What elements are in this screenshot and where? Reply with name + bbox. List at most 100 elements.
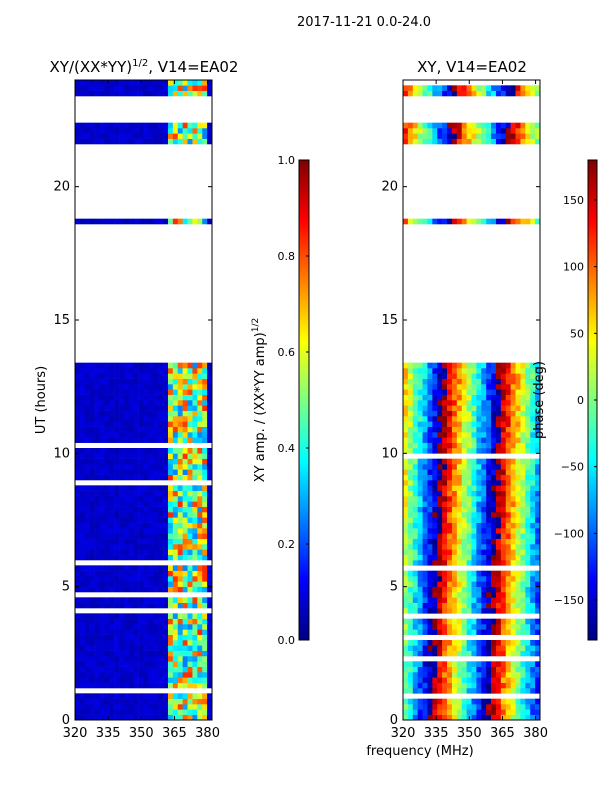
- heatmap-cell: [138, 373, 144, 379]
- heatmap-cell: [505, 522, 511, 529]
- heatmap-cell: [481, 592, 487, 598]
- amplitude-ratio-panel: XY/(XX*YY)1/2, V14=EA02 320 335 350 365 380 …: [34, 58, 238, 741]
- heatmap-cell: [403, 410, 409, 417]
- colorbar-tick-label: −150: [554, 594, 584, 607]
- heatmap-cell: [114, 490, 120, 497]
- heatmap-cell: [153, 218, 159, 225]
- heatmap-cell: [520, 698, 526, 705]
- heatmap-cell: [123, 693, 130, 699]
- heatmap-cell: [447, 709, 453, 715]
- heatmap-cell: [79, 384, 86, 390]
- heatmap-cell: [119, 405, 125, 411]
- heatmap-cell: [461, 490, 467, 497]
- heatmap-cell: [187, 501, 193, 507]
- heatmap-cell: [525, 218, 531, 225]
- heatmap-cell: [207, 677, 213, 683]
- heatmap-cell: [510, 570, 516, 577]
- heatmap-cell: [471, 362, 477, 369]
- heatmap-cell: [535, 410, 541, 417]
- heatmap-cell: [437, 501, 443, 507]
- heatmap-cell: [163, 517, 169, 523]
- heatmap-cell: [495, 469, 502, 475]
- heatmap-cell: [207, 405, 213, 411]
- heatmap-cell: [123, 709, 130, 715]
- heatmap-cell: [104, 656, 110, 662]
- heatmap-cell: [417, 592, 423, 598]
- heatmap-cell: [202, 570, 208, 577]
- heatmap-cell: [530, 133, 536, 139]
- heatmap-cell: [422, 666, 428, 673]
- heatmap-cell: [187, 581, 193, 587]
- heatmap-cell: [476, 368, 482, 374]
- heatmap-cell: [114, 602, 120, 609]
- heatmap-cell: [471, 629, 477, 635]
- heatmap-cell: [133, 80, 139, 86]
- heatmap-cell: [148, 629, 154, 635]
- heatmap-cell: [177, 576, 183, 582]
- heatmap-cell: [447, 581, 453, 587]
- heatmap-cell: [114, 138, 120, 145]
- heatmap-cell: [486, 394, 492, 401]
- heatmap-cell: [187, 576, 193, 582]
- heatmap-cell: [143, 517, 149, 523]
- heatmap-cell: [403, 512, 409, 518]
- heatmap-cell: [447, 677, 453, 683]
- heatmap-cell: [119, 613, 125, 619]
- heatmap-cell: [520, 506, 526, 513]
- heatmap-cell: [94, 661, 100, 667]
- heatmap-cell: [476, 554, 482, 561]
- heatmap-cell: [167, 661, 174, 667]
- heatmap-cell: [123, 512, 130, 518]
- heatmap-cell: [530, 533, 536, 539]
- heatmap-cell: [471, 122, 477, 129]
- heatmap-cell: [197, 714, 203, 721]
- heatmap-cell: [520, 373, 526, 379]
- heatmap-cell: [75, 618, 81, 625]
- heatmap-cell: [417, 458, 423, 465]
- heatmap-cell: [172, 645, 179, 651]
- heatmap-cell: [94, 602, 100, 609]
- heatmap-cell: [476, 373, 482, 379]
- heatmap-cell: [182, 666, 188, 673]
- heatmap-cell: [114, 378, 120, 385]
- heatmap-cell: [89, 373, 95, 379]
- heatmap-cell: [187, 709, 193, 715]
- heatmap-cell: [442, 592, 448, 598]
- heatmap-cell: [515, 517, 521, 523]
- heatmap-cell: [84, 650, 90, 657]
- heatmap-cell: [500, 597, 507, 603]
- heatmap-cell: [505, 384, 511, 390]
- heatmap-cell: [79, 85, 86, 91]
- heatmap-cell: [109, 565, 115, 571]
- heatmap-cell: [202, 549, 208, 555]
- heatmap-cell: [466, 517, 472, 523]
- heatmap-cell: [148, 469, 154, 475]
- heatmap-cell: [417, 122, 423, 129]
- heatmap-cell: [466, 432, 472, 438]
- heatmap-cell: [143, 698, 149, 705]
- heatmap-cell: [510, 122, 516, 129]
- heatmap-cell: [476, 506, 482, 513]
- heatmap-cell: [471, 618, 477, 625]
- heatmap-cell: [500, 373, 507, 379]
- heatmap-cell: [422, 464, 428, 470]
- heatmap-cell: [109, 709, 115, 715]
- heatmap-cell: [525, 122, 531, 129]
- heatmap-cell: [422, 704, 428, 710]
- heatmap-cell: [84, 400, 90, 406]
- heatmap-cell: [495, 400, 502, 406]
- heatmap-cell: [481, 442, 487, 449]
- heatmap-cell: [451, 629, 458, 635]
- heatmap-cell: [432, 624, 438, 630]
- heatmap-cell: [109, 506, 115, 513]
- heatmap-cell: [197, 426, 203, 433]
- heatmap-cell: [447, 538, 453, 545]
- colorbar-tick-label: 150: [563, 194, 584, 207]
- heatmap-cell: [163, 544, 169, 550]
- heatmap-cell: [476, 480, 482, 486]
- heatmap-cell: [138, 122, 144, 129]
- heatmap-cell: [94, 426, 100, 433]
- heatmap-cell: [128, 549, 135, 555]
- heatmap-cell: [471, 677, 477, 683]
- heatmap-cell: [119, 586, 125, 593]
